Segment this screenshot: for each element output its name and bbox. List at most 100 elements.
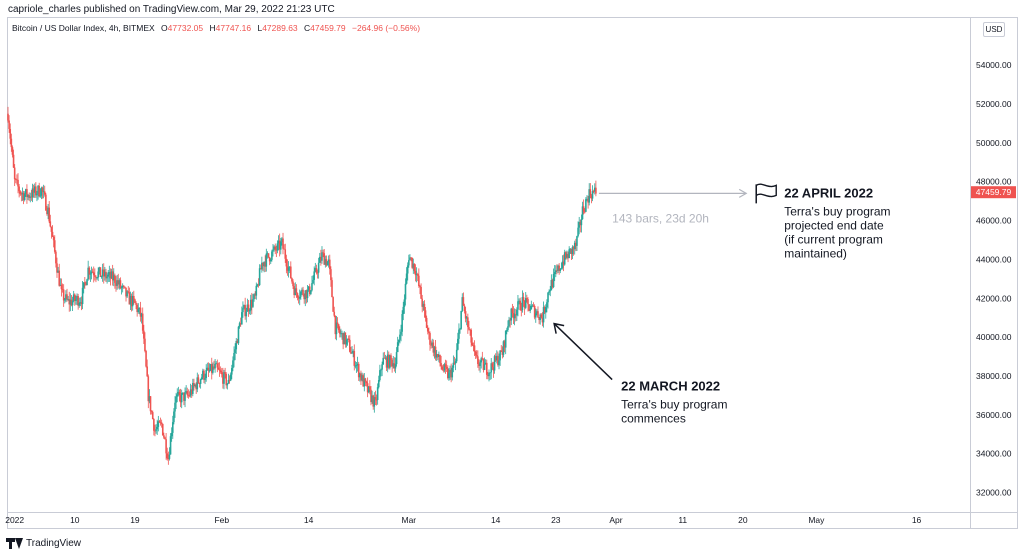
candle-body (196, 377, 199, 390)
candle-body (406, 265, 409, 274)
candle-body (591, 191, 594, 199)
candle-body (339, 330, 341, 334)
currency-button[interactable]: USD (983, 22, 1005, 37)
candle-body (480, 358, 483, 363)
candle-body (253, 294, 255, 300)
candle-body (361, 375, 363, 381)
candle-body (327, 259, 330, 262)
candle-body (104, 271, 106, 277)
candle-body (527, 299, 529, 305)
candle-body (465, 317, 468, 319)
candle-body (410, 257, 412, 259)
candle-body (575, 242, 577, 246)
candle-body (405, 273, 408, 284)
candle-body (182, 392, 184, 394)
candle-body (316, 272, 319, 274)
candle-body (100, 276, 103, 278)
candle-body (422, 303, 425, 307)
candle-body (11, 147, 14, 155)
candle-body (98, 267, 101, 272)
candle-body (213, 366, 215, 369)
candle-body (582, 206, 585, 212)
candle-body (124, 286, 126, 288)
candle-body (296, 293, 299, 298)
candle-body (431, 342, 434, 346)
candle-body (367, 386, 370, 393)
candle-body (40, 187, 43, 196)
candle-body (385, 357, 388, 368)
candle-body (279, 242, 282, 250)
candle-body (570, 248, 573, 255)
candle-body (78, 302, 81, 306)
candle-body (284, 249, 287, 259)
candle-body (521, 297, 524, 311)
candle-body (179, 395, 182, 403)
candle-body (69, 299, 72, 305)
candle-body (420, 286, 422, 299)
candle-body (555, 270, 557, 273)
candle-body (262, 262, 264, 267)
candle-body (68, 299, 71, 305)
candle-body (531, 305, 534, 307)
candle-body (249, 299, 252, 311)
candle-body (393, 363, 396, 369)
candle-body (333, 311, 336, 316)
candle-body (330, 269, 332, 281)
annotation-line-end: (if current program (784, 232, 883, 246)
candle-body (359, 373, 361, 378)
candle-body (434, 346, 437, 358)
candle-body (206, 367, 209, 370)
candle-body (139, 307, 142, 317)
candle-body (517, 301, 519, 310)
candle-body (225, 373, 228, 386)
candle-body (287, 267, 290, 271)
price-tick-label: 44000.00 (976, 254, 1012, 264)
candle-body (184, 392, 186, 401)
candle-body (474, 351, 477, 356)
candle-body (239, 323, 242, 325)
candle-body (532, 305, 535, 307)
candle-body (101, 269, 104, 277)
candle-body (326, 261, 329, 266)
candle-body (218, 369, 221, 371)
candle-body (12, 154, 15, 168)
candle-body (403, 299, 406, 307)
candle-body (302, 289, 304, 296)
candle-body (426, 327, 429, 332)
candle-body (552, 274, 555, 288)
candle-body (301, 289, 303, 292)
time-tick-label: 2022 (5, 515, 24, 525)
candle-body (209, 364, 212, 371)
candle-body (414, 270, 417, 276)
candle-body (320, 256, 322, 261)
candle-body (89, 273, 92, 275)
candle-body (117, 280, 120, 285)
candle-body (222, 374, 224, 384)
candle-body (355, 365, 358, 366)
candle-body (167, 458, 170, 460)
candle-body (550, 279, 553, 291)
candle-body (351, 352, 353, 354)
candle-body (294, 288, 297, 296)
candle-body (428, 331, 430, 334)
candle-body (363, 378, 366, 387)
candle-body (567, 254, 569, 259)
candle-body (495, 355, 498, 361)
candle-body (71, 300, 74, 306)
candle-body (72, 294, 75, 301)
open-label: O (161, 23, 168, 33)
time-tick-label: Mar (402, 515, 417, 525)
candle-body (216, 363, 219, 368)
candle-body (469, 329, 471, 331)
candle-body (572, 246, 575, 250)
candle-body (371, 395, 373, 402)
candle-body (145, 351, 147, 367)
candle-body (236, 340, 239, 344)
tradingview-brand[interactable]: TradingView (6, 538, 81, 549)
candle-body (174, 402, 176, 412)
candle-body (569, 248, 572, 250)
candle-body (546, 302, 548, 308)
candle-body (120, 287, 123, 289)
candle-body (112, 275, 115, 281)
